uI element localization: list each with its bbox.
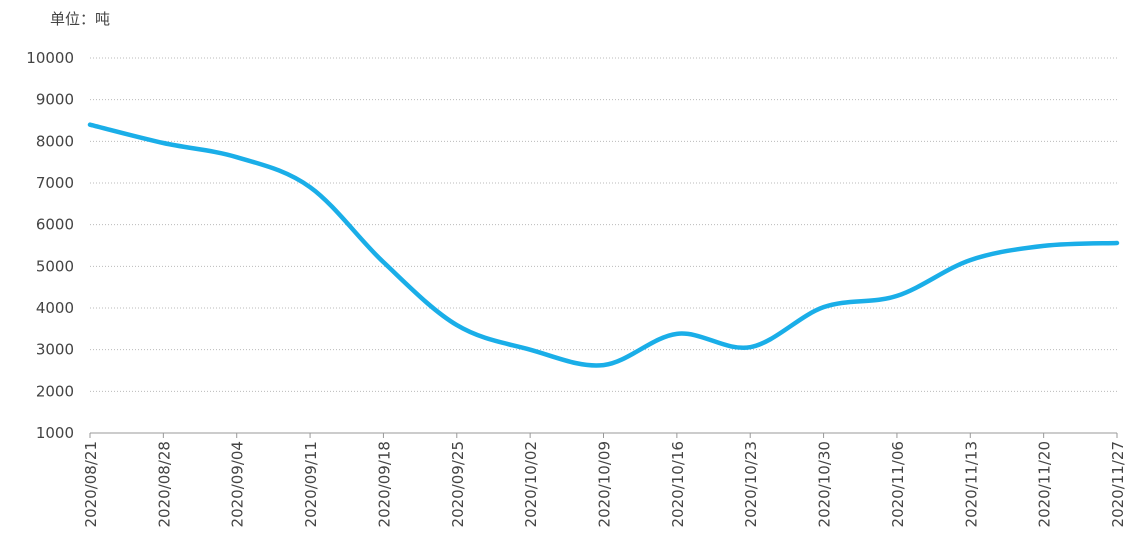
y-tick-label: 10000 — [26, 49, 74, 67]
x-tick-label: 2020/11/13 — [962, 441, 980, 527]
line-series — [87, 122, 1120, 368]
x-tick-label: 2020/09/11 — [302, 441, 320, 527]
x-tick-label: 2020/11/20 — [1036, 441, 1054, 527]
y-tick-label: 2000 — [36, 382, 74, 400]
y-tick-label: 6000 — [36, 216, 74, 234]
x-tick-label: 2020/10/16 — [669, 441, 687, 527]
x-tick-label: 2020/11/27 — [1109, 441, 1127, 527]
y-tick-label: 4000 — [36, 299, 74, 317]
x-tick-label: 2020/08/21 — [82, 441, 100, 527]
x-tick-label: 2020/10/30 — [816, 441, 834, 527]
x-tick-label: 2020/08/28 — [155, 441, 173, 527]
x-tick-label: 2020/11/06 — [889, 441, 907, 527]
y-tick-label: 5000 — [36, 257, 74, 275]
y-tick-label: 7000 — [36, 174, 74, 192]
x-tick-label: 2020/09/04 — [229, 441, 247, 527]
unit-label: 单位：吨 — [50, 10, 110, 28]
y-tick-label: 9000 — [36, 91, 74, 109]
x-tick-label: 2020/09/18 — [375, 441, 393, 527]
x-tick-label: 2020/10/23 — [742, 441, 760, 527]
y-tick-label: 3000 — [36, 341, 74, 359]
x-tick-label: 2020/10/09 — [596, 441, 614, 527]
y-tick-label: 8000 — [36, 132, 74, 150]
x-tick-label: 2020/09/25 — [449, 441, 467, 527]
x-tick-label: 2020/10/02 — [522, 441, 540, 527]
y-tick-label: 1000 — [36, 424, 74, 442]
